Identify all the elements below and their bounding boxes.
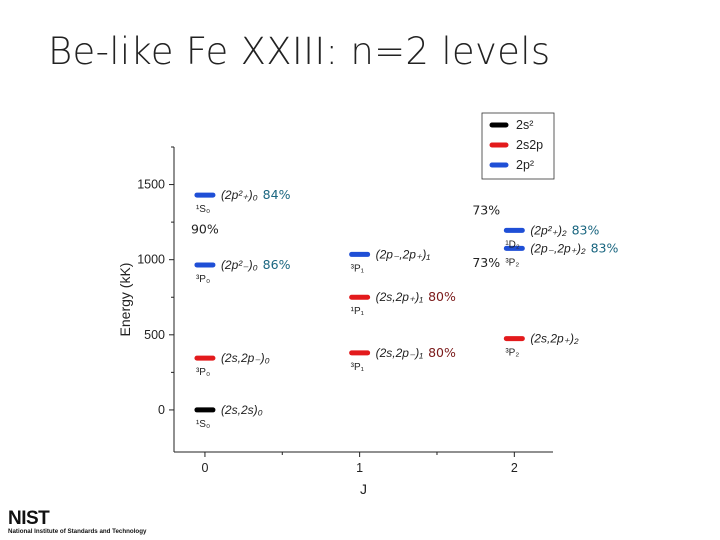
level-term-label: ³P₁ <box>351 362 365 373</box>
level-term-label: ¹D₂ <box>505 239 520 250</box>
level-purity-label: 83% <box>591 240 619 255</box>
level-config-label: (2p₋,2p₊)₁ <box>376 247 431 261</box>
purity-annotation: 73% <box>472 255 500 270</box>
x-axis-label: J <box>360 481 367 497</box>
level-term-label: ¹S₀ <box>196 419 210 430</box>
y-tick-label: 500 <box>144 328 165 342</box>
y-tick-label: 0 <box>158 403 165 417</box>
level-term-label: ³P₀ <box>196 274 210 285</box>
level-purity-label: 80% <box>428 289 456 304</box>
x-tick-label: 2 <box>511 461 518 475</box>
level-purity-label: 80% <box>428 345 456 360</box>
level-term-label: ¹S₀ <box>196 204 210 215</box>
level-config-label: (2p₋,2p₊)₂ <box>530 241 586 255</box>
level-term-label: ³P₁ <box>351 263 365 274</box>
level-term-label: ³P₀ <box>196 367 210 378</box>
y-tick-label: 1500 <box>137 178 165 192</box>
level-purity-label: 86% <box>263 257 291 272</box>
legend-label: 2p² <box>516 158 534 172</box>
level-config-label: (2p²₊)₀ <box>221 188 258 202</box>
level-term-label: ¹P₁ <box>351 306 365 317</box>
chart-axes: 0 500 1000 1500 0 1 2 J Energy (kK) <box>117 146 553 497</box>
level-config-label: (2s,2p₋)₁ <box>376 346 424 360</box>
legend-label: 2s2p <box>516 138 543 152</box>
purity-annotation: 90% <box>191 221 219 236</box>
level-config-label: (2s,2p₊)₁ <box>376 290 424 304</box>
level-purity-label: 84% <box>263 187 291 202</box>
level-purity-label: 83% <box>572 222 600 237</box>
y-tick-label: 1000 <box>137 253 165 267</box>
purity-annotation: 73% <box>472 203 500 218</box>
level-config-label: (2s,2p₊)₂ <box>530 332 579 346</box>
y-axis-label: Energy (kK) <box>117 263 133 337</box>
chart-marks: (2s,2s)₀ ¹S₀ (2s,2p₋)₀ ³P₀ (2p²₋)₀ ³P₀ 86% (2p²… <box>191 187 619 430</box>
level-term-label: ³P₂ <box>505 348 519 359</box>
level-config-label: (2p²₋)₀ <box>221 258 258 272</box>
nist-subtitle: National Institute of Standards and Tech… <box>8 528 147 535</box>
level-term-label: ³P₂ <box>505 257 519 268</box>
chart-legend: 2s² 2s2p 2p² <box>481 112 555 180</box>
legend-label: 2s² <box>516 118 533 132</box>
level-config-label: (2s,2p₋)₀ <box>221 351 270 365</box>
x-tick-label: 0 <box>201 461 208 475</box>
nist-logo: NIST <box>8 508 51 526</box>
slide-title: Be-like Fe XXIII: n=2 levels <box>48 30 551 73</box>
level-config-label: (2p²₊)₂ <box>530 223 567 237</box>
nist-logo-text: NIST <box>8 508 50 526</box>
level-config-label: (2s,2s)₀ <box>221 403 263 417</box>
x-tick-label: 1 <box>356 461 363 475</box>
